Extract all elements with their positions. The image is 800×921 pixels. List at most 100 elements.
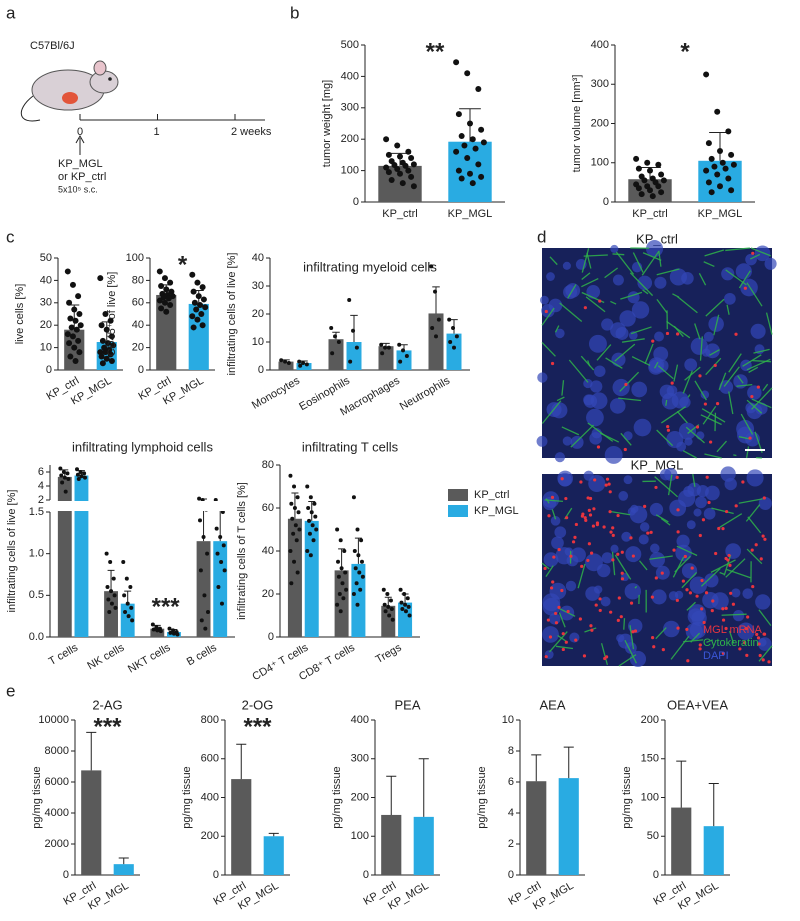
cytokeratin (620, 432, 632, 446)
data-point (99, 360, 106, 367)
mrna-spot (616, 552, 620, 556)
nucleus (676, 441, 687, 452)
nucleus (669, 268, 687, 286)
bar (104, 591, 118, 637)
data-point (398, 359, 403, 364)
nucleus (562, 261, 571, 270)
cytokeratin (672, 293, 680, 298)
data-point (171, 628, 176, 633)
data-point (79, 474, 84, 479)
cytokeratin (596, 344, 612, 361)
data-point (71, 306, 78, 313)
nucleus (666, 385, 678, 397)
nucleus (624, 583, 642, 600)
bar (428, 313, 444, 370)
mrna-spot (683, 554, 687, 559)
cytokeratin (718, 372, 727, 391)
y-tick-label: 2000 (45, 838, 69, 850)
nucleus (669, 499, 687, 517)
mrna-spot (620, 577, 625, 581)
mrna-spot (596, 445, 601, 449)
data-point (67, 353, 74, 360)
annotation: 5x10⁵ s.c. (58, 184, 98, 194)
bar (698, 160, 742, 202)
cytokeratin (644, 343, 654, 365)
nucleus (540, 295, 549, 305)
data-point (351, 328, 356, 333)
error-bar (563, 746, 574, 779)
data-point (160, 294, 167, 301)
mrna-spot (695, 425, 700, 429)
data-point (310, 523, 315, 528)
data-point (405, 148, 412, 155)
mrna-spot (676, 508, 680, 512)
data-point (167, 626, 172, 631)
y-axis-label: tumor weight [mg] (321, 80, 333, 167)
mrna-spot (561, 632, 565, 636)
y-tick-label: 0 (603, 196, 609, 208)
mrna-spot (564, 640, 568, 644)
nucleus (651, 589, 667, 605)
nucleus (686, 520, 696, 530)
x-tick-label: Monocytes (250, 374, 302, 411)
y-tick-label: 200 (201, 830, 219, 842)
mrna-spot (620, 571, 624, 575)
bar (381, 605, 396, 637)
mrna-spot (698, 643, 702, 647)
x-tick-label: Tregs (374, 641, 404, 665)
cytokeratin (692, 473, 696, 487)
cytokeratin (630, 326, 652, 335)
significance: *** (152, 593, 181, 620)
y-tick-label: 400 (341, 70, 359, 82)
mrna-spot (649, 530, 653, 534)
y-tick-label: 0 (213, 869, 219, 881)
cytokeratin (656, 429, 674, 447)
data-point (154, 625, 159, 629)
mrna-spot (750, 394, 754, 399)
mrna-spot (588, 496, 593, 501)
cytokeratin (583, 254, 608, 257)
data-point (72, 317, 79, 324)
data-point (194, 279, 201, 286)
data-point (336, 574, 341, 579)
micrograph (536, 240, 777, 464)
cytokeratin (655, 627, 667, 640)
cytokeratin (618, 654, 637, 667)
data-point (705, 179, 712, 186)
data-point (390, 617, 395, 622)
data-point (121, 560, 126, 564)
mrna-spot (646, 531, 650, 535)
data-point (290, 516, 295, 521)
mrna-spot (592, 507, 596, 511)
data-point (292, 506, 297, 510)
mrna-spot (593, 478, 597, 482)
mrna-spot (573, 535, 577, 539)
data-point (190, 324, 197, 331)
cytokeratin (600, 643, 609, 666)
cytokeratin (654, 476, 679, 498)
data-point (219, 601, 224, 606)
data-point (660, 177, 667, 184)
cytokeratin (559, 302, 583, 322)
nucleus (732, 609, 745, 622)
cytokeratin (610, 300, 617, 305)
y-tick-label: 0 (138, 364, 144, 376)
data-point (394, 142, 401, 149)
data-point (338, 609, 343, 614)
y-tick-label: 100 (351, 830, 369, 842)
data-point (341, 596, 346, 601)
mrna-spot (589, 551, 594, 555)
chart-title: AEA (539, 697, 565, 712)
data-point (129, 605, 134, 610)
y-axis-label: pg/mg tissue (621, 766, 633, 828)
y-tick-label: 80 (262, 459, 274, 471)
cytokeratin (740, 413, 754, 435)
nucleus (638, 534, 649, 545)
data-point (394, 166, 401, 173)
mrna-spot (748, 436, 752, 440)
mrna-spot (583, 516, 587, 520)
data-point (478, 126, 485, 133)
data-point (291, 531, 296, 536)
data-point (191, 299, 198, 306)
y-tick-label: 40 (262, 545, 274, 557)
